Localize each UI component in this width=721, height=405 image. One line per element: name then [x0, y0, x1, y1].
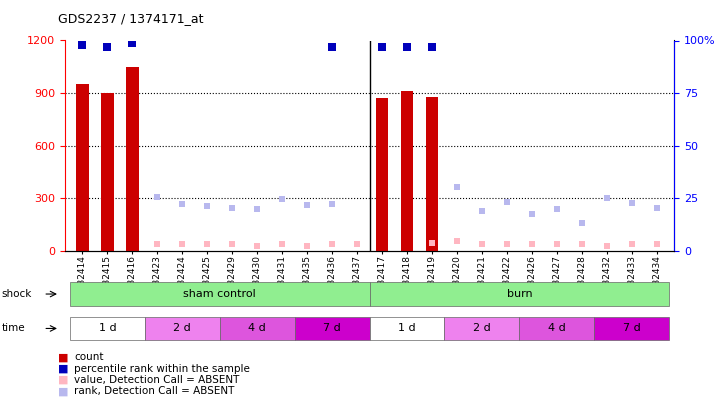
Text: ■: ■: [58, 375, 68, 385]
Text: ■: ■: [58, 386, 68, 396]
Text: percentile rank within the sample: percentile rank within the sample: [74, 364, 250, 373]
Text: value, Detection Call = ABSENT: value, Detection Call = ABSENT: [74, 375, 239, 385]
Text: 4 d: 4 d: [548, 324, 566, 333]
Text: 2 d: 2 d: [173, 324, 191, 333]
Text: 7 d: 7 d: [623, 324, 640, 333]
Text: 4 d: 4 d: [248, 324, 266, 333]
Text: 1 d: 1 d: [99, 324, 116, 333]
Text: ■: ■: [58, 364, 68, 373]
Text: burn: burn: [507, 289, 532, 299]
Bar: [425, 97, 438, 251]
Text: rank, Detection Call = ABSENT: rank, Detection Call = ABSENT: [74, 386, 234, 396]
Text: count: count: [74, 352, 104, 362]
Bar: [101, 93, 114, 251]
Text: sham control: sham control: [183, 289, 256, 299]
Text: 7 d: 7 d: [323, 324, 341, 333]
Text: 2 d: 2 d: [473, 324, 491, 333]
Text: GDS2237 / 1374171_at: GDS2237 / 1374171_at: [58, 12, 203, 25]
Text: shock: shock: [1, 289, 32, 299]
Bar: [401, 92, 413, 251]
Bar: [76, 84, 89, 251]
Text: 1 d: 1 d: [398, 324, 416, 333]
Bar: [126, 67, 138, 251]
Text: time: time: [1, 324, 25, 333]
Bar: [376, 98, 388, 251]
Text: ■: ■: [58, 352, 68, 362]
